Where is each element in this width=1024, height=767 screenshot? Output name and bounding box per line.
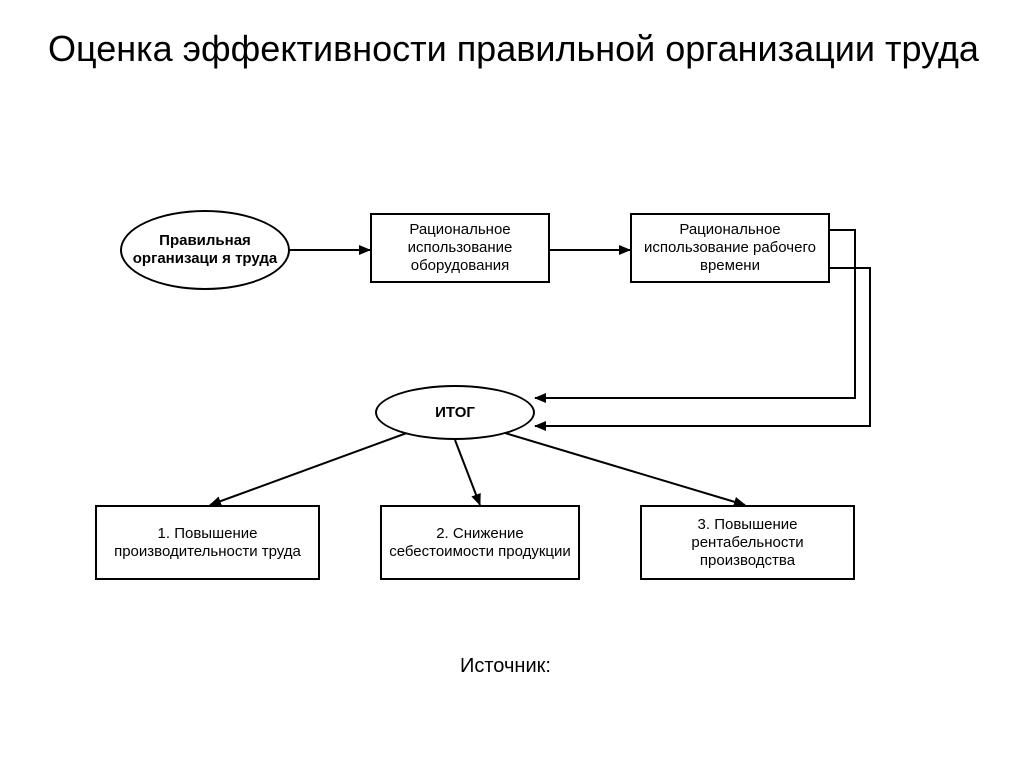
node-r3-label: 3. Повышение рентабельности производства (648, 516, 847, 570)
node-r2: 2. Снижение себестоимости продукции (380, 505, 580, 580)
node-n1: Правильная организаци я труда (120, 210, 290, 290)
node-r1: 1. Повышение производительности труда (95, 505, 320, 580)
edge-3 (535, 268, 870, 426)
edge-4 (210, 430, 415, 505)
node-n2: Рациональное использование оборудования (370, 213, 550, 283)
node-itog-label: ИТОГ (435, 404, 475, 422)
node-n1-label: Правильная организаци я труда (128, 232, 282, 268)
node-n3: Рациональное использование рабочего врем… (630, 213, 830, 283)
edge-5 (455, 440, 480, 505)
node-n2-label: Рациональное использование оборудования (378, 221, 542, 275)
node-itog: ИТОГ (375, 385, 535, 440)
node-r2-label: 2. Снижение себестоимости продукции (388, 525, 572, 561)
source-label: Источник: (460, 655, 551, 678)
node-n3-label: Рациональное использование рабочего врем… (638, 221, 822, 275)
edge-6 (495, 430, 745, 505)
node-r1-label: 1. Повышение производительности труда (103, 525, 312, 561)
diagram-edges (0, 0, 1024, 767)
node-r3: 3. Повышение рентабельности производства (640, 505, 855, 580)
